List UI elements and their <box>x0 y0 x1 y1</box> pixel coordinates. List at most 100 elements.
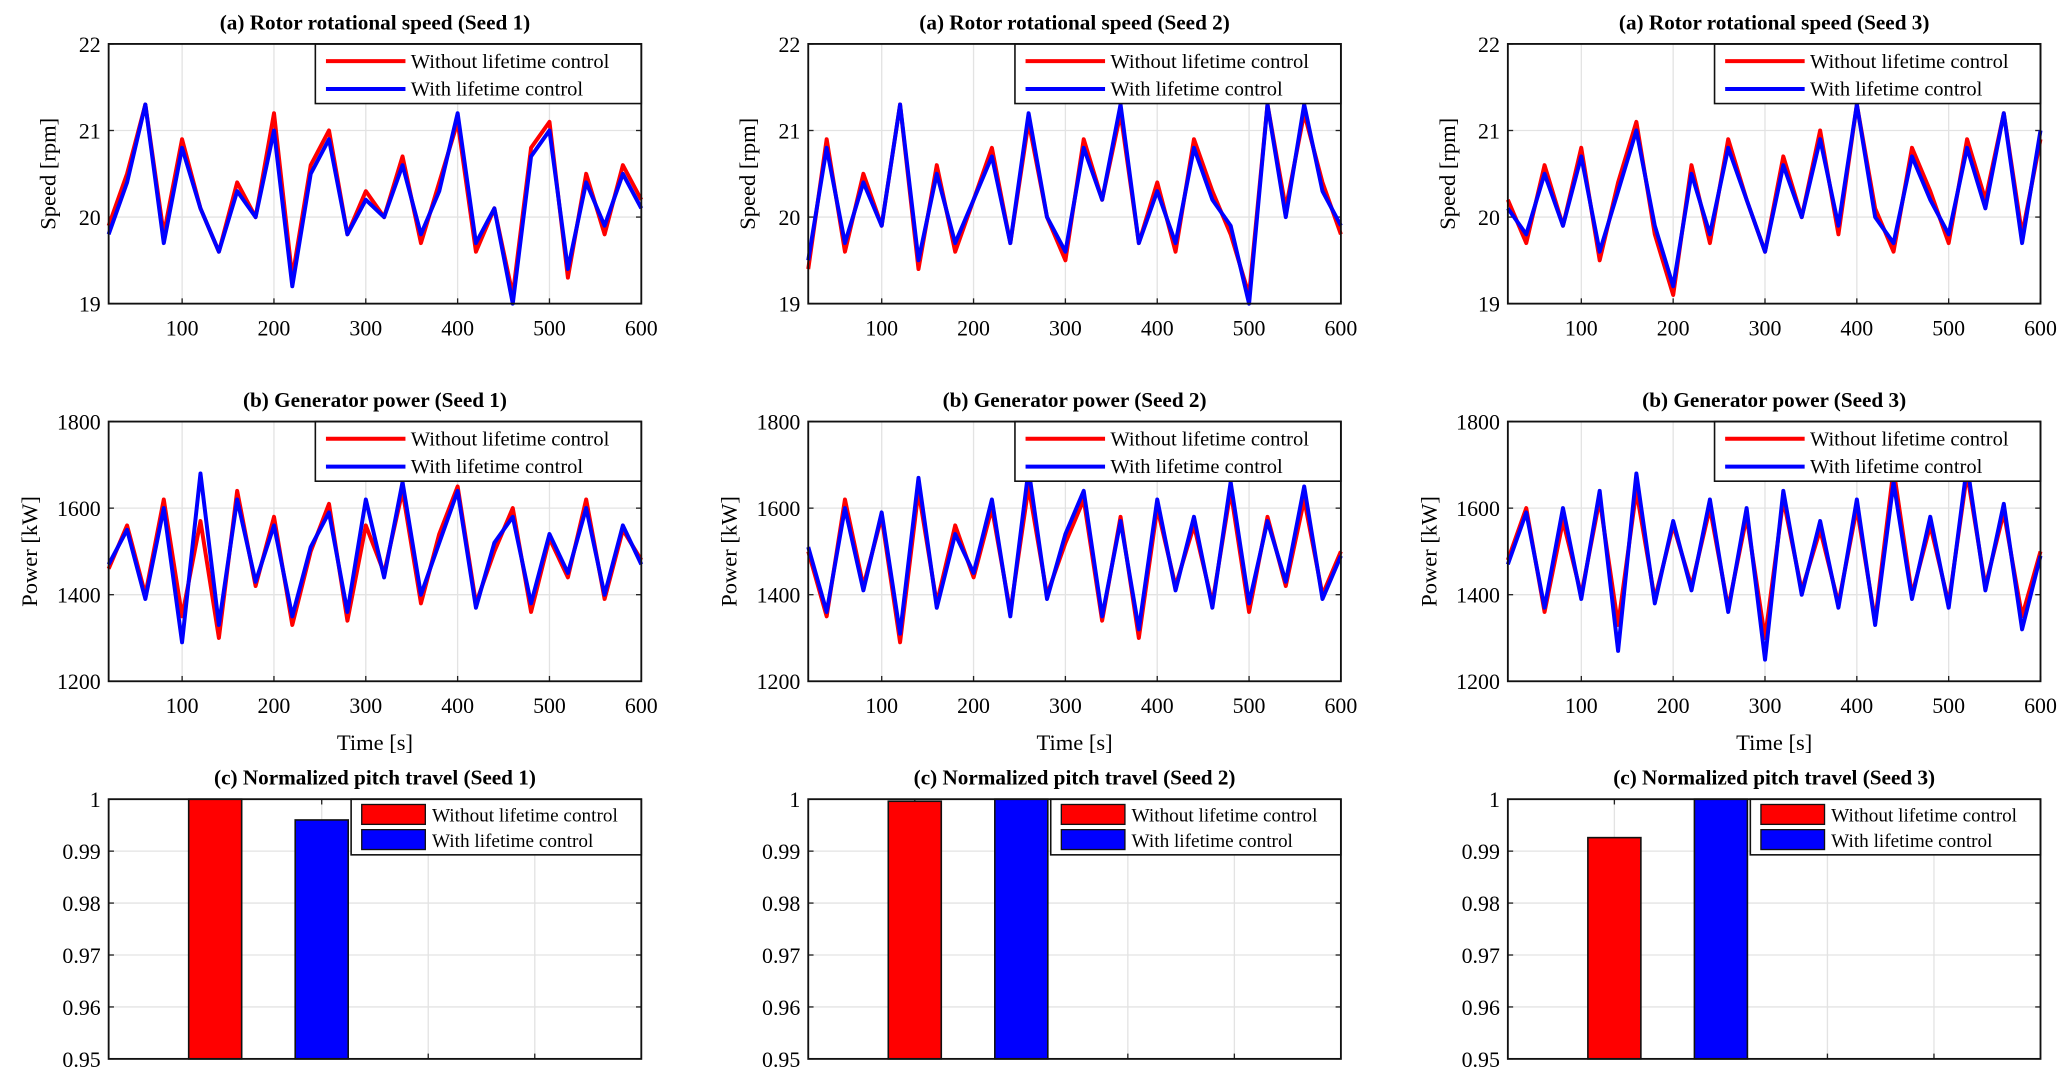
chart-3-2: (c) Normalized pitch travel (Seed 2) 0.95… <box>762 766 1342 1072</box>
y-tick-label: 20 <box>79 206 101 230</box>
legend: Without lifetime control With lifetime co… <box>1713 43 2042 105</box>
x-tick-label: 300 <box>1049 316 1082 340</box>
x-tick-label: 500 <box>1932 316 1965 340</box>
legend-swatch <box>1060 803 1126 826</box>
axes-frame <box>1506 43 2042 305</box>
x-tick-label: 100 <box>1565 694 1598 718</box>
y-tick-label: 0.95 <box>762 1048 800 1072</box>
legend-box <box>1713 420 2042 482</box>
x-tick-label: 400 <box>1141 316 1174 340</box>
legend-label: With lifetime control <box>1132 831 1293 852</box>
x-tick-label: 400 <box>441 694 474 718</box>
legend-label: Without lifetime control <box>1110 51 1309 73</box>
legend-swatch <box>1760 803 1826 826</box>
chart-title: (c) Normalized pitch travel (Seed 3) <box>1613 766 1935 790</box>
y-tick-label: 1400 <box>1456 584 1500 608</box>
x-tick-label: 200 <box>258 694 291 718</box>
legend: Without lifetime control With lifetime co… <box>314 420 643 482</box>
series-line-with-lifetime-control <box>106 102 644 306</box>
chart-title: (b) Generator power (Seed 3) <box>1642 388 1906 412</box>
x-tick-label: 600 <box>2024 316 2057 340</box>
y-tick-label: 1600 <box>757 497 801 521</box>
y-tick-label: 21 <box>79 119 101 143</box>
legend-box <box>314 43 643 105</box>
chart-2-2: (b) Generator power (Seed 2) 1200 1400 1600… <box>717 388 1358 755</box>
chart-title: (b) Generator power (Seed 2) <box>943 388 1207 412</box>
legend-label: Without lifetime control <box>1110 428 1309 450</box>
legend: Without lifetime control With lifetime co… <box>1014 43 1342 105</box>
chart-3-1: (c) Normalized pitch travel (Seed 1) 0.95… <box>62 766 643 1072</box>
y-tick-label: 1400 <box>757 584 801 608</box>
legend-label: With lifetime control <box>411 456 584 478</box>
x-tick-label: 600 <box>625 316 658 340</box>
x-tick-label: 300 <box>1749 316 1782 340</box>
x-tick-label: 600 <box>625 694 658 718</box>
y-tick-label: 1 <box>789 788 800 812</box>
y-tick-label: 0.98 <box>1462 892 1500 916</box>
x-tick-label: 300 <box>1749 694 1782 718</box>
chart-2-1: (b) Generator power (Seed 1) 1200 1400 1600… <box>17 388 658 755</box>
y-tick-label: 22 <box>79 33 101 57</box>
x-tick-label: 300 <box>349 694 382 718</box>
y-tick-label: 22 <box>1478 33 1500 57</box>
legend-label: With lifetime control <box>1810 456 1983 478</box>
axes-frame <box>1506 798 2042 1060</box>
legend-label: With lifetime control <box>411 79 584 101</box>
y-tick-label: 0.97 <box>762 944 800 968</box>
y-axis-label: Power [kW] <box>1416 496 1441 607</box>
x-tick-label: 500 <box>533 316 566 340</box>
axes-frame <box>807 43 1342 305</box>
x-tick-label: 300 <box>349 316 382 340</box>
y-tick-label: 1 <box>1489 788 1500 812</box>
legend-label: Without lifetime control <box>1132 806 1318 827</box>
x-tick-label: 500 <box>1932 694 1965 718</box>
legend: Without lifetime control With lifetime co… <box>350 798 643 856</box>
y-axis-label: Power [kW] <box>717 496 742 607</box>
x-tick-label: 100 <box>166 694 199 718</box>
legend: Without lifetime control With lifetime co… <box>1014 420 1342 482</box>
y-tick-label: 1200 <box>757 670 801 694</box>
legend-label: Without lifetime control <box>1810 428 2009 450</box>
bar-with-lifetime-control <box>994 798 1049 1060</box>
x-tick-label: 100 <box>865 316 898 340</box>
y-tick-label: 0.96 <box>762 996 800 1020</box>
legend-label: Without lifetime control <box>1831 806 2017 827</box>
bar-without-lifetime-control <box>887 800 943 1060</box>
axes-frame <box>107 43 643 305</box>
legend-label: With lifetime control <box>1110 456 1283 478</box>
axes-frame <box>107 798 643 1060</box>
legend-swatch <box>1060 828 1126 851</box>
x-tick-label: 400 <box>1141 694 1174 718</box>
y-tick-label: 0.99 <box>762 840 800 864</box>
y-tick-label: 0.96 <box>1462 996 1500 1020</box>
x-tick-label: 200 <box>258 316 291 340</box>
y-tick-label: 0.98 <box>62 892 100 916</box>
y-tick-label: 1200 <box>1456 670 1500 694</box>
y-tick-label: 1800 <box>1456 411 1500 435</box>
y-axis-label: Speed [rpm] <box>36 118 61 230</box>
x-tick-label: 500 <box>1233 694 1266 718</box>
y-tick-label: 1800 <box>57 411 101 435</box>
x-tick-label: 500 <box>533 694 566 718</box>
series-line-with-lifetime-control <box>806 102 1343 306</box>
x-tick-label: 600 <box>1325 316 1358 340</box>
chart-3-3: (c) Normalized pitch travel (Seed 3) 0.95… <box>1462 766 2042 1072</box>
x-tick-label: 100 <box>865 694 898 718</box>
y-tick-label: 0.97 <box>1462 944 1500 968</box>
series-line-with-lifetime-control <box>1505 462 2043 662</box>
legend-label: Without lifetime control <box>432 806 618 827</box>
legend-label: With lifetime control <box>1110 79 1283 101</box>
x-tick-label: 200 <box>1657 316 1690 340</box>
series-line-with-lifetime-control <box>806 467 1343 636</box>
y-tick-label: 21 <box>778 119 800 143</box>
legend-label: Without lifetime control <box>411 428 610 450</box>
y-tick-label: 19 <box>79 293 101 317</box>
y-tick-label: 19 <box>1478 293 1500 317</box>
y-tick-label: 21 <box>1478 119 1500 143</box>
bar-without-lifetime-control <box>187 798 243 1060</box>
x-axis-label: Time [s] <box>337 730 413 755</box>
y-tick-label: 1400 <box>57 584 101 608</box>
y-axis-label: Speed [rpm] <box>735 118 760 230</box>
bar-without-lifetime-control <box>1587 836 1642 1060</box>
axes-frame <box>807 420 1342 683</box>
